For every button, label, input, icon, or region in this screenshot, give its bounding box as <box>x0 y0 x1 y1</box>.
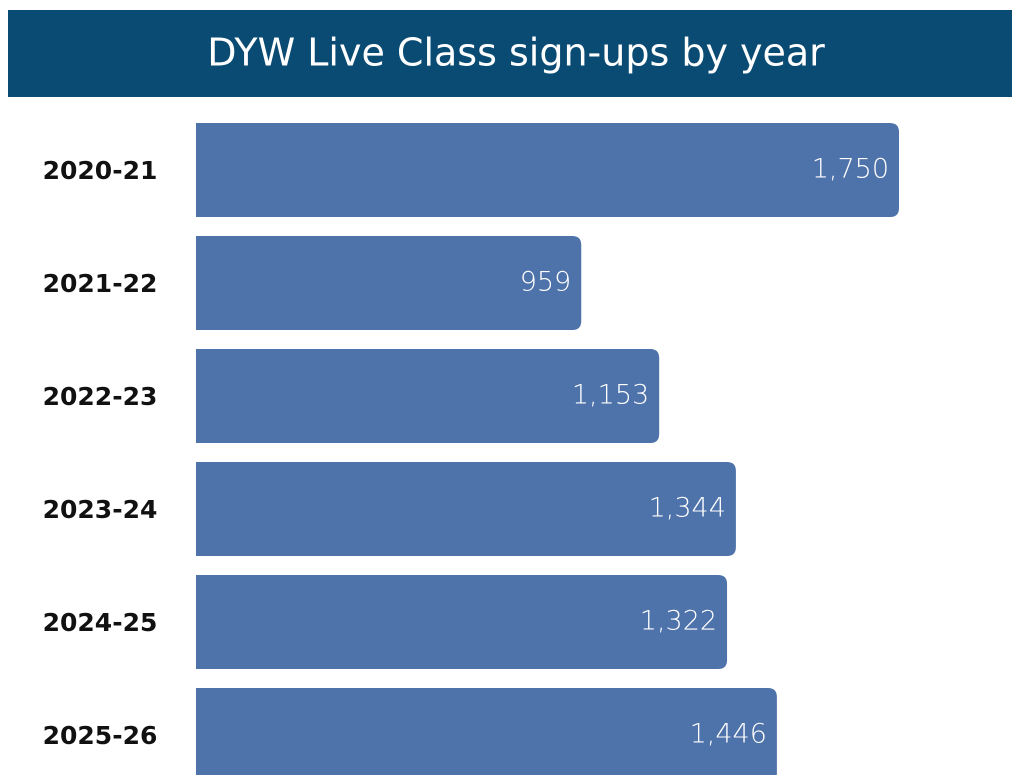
value-label: 959 <box>520 267 572 298</box>
y-tick-label: 2024-25 <box>43 608 158 637</box>
value-label: 1,322 <box>640 606 717 637</box>
value-label: 1,153 <box>572 380 649 411</box>
bar <box>196 688 777 775</box>
bar <box>196 462 736 556</box>
value-label: 1,446 <box>690 719 767 750</box>
title-banner <box>8 10 1012 97</box>
y-tick-label: 2020-21 <box>43 156 158 185</box>
value-label: 1,344 <box>649 493 726 524</box>
bar <box>196 123 899 217</box>
chart-title: DYW Live Class sign-ups by year <box>207 31 825 75</box>
y-tick-label: 2025-26 <box>43 721 158 750</box>
bar <box>196 236 582 330</box>
bar <box>196 349 660 443</box>
y-tick-label: 2021-22 <box>43 269 158 298</box>
bar <box>196 575 728 669</box>
y-tick-label: 2023-24 <box>43 495 158 524</box>
value-label: 1,750 <box>812 154 889 185</box>
y-tick-label: 2022-23 <box>43 382 158 411</box>
